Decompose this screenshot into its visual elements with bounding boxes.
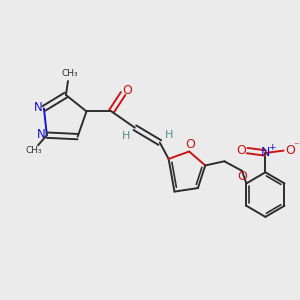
Text: N: N: [261, 146, 270, 159]
Text: O: O: [285, 143, 295, 157]
Text: CH₃: CH₃: [61, 69, 78, 78]
Text: ⁻: ⁻: [293, 141, 299, 151]
Text: H: H: [164, 130, 173, 140]
Text: O: O: [238, 170, 248, 183]
Text: N: N: [37, 128, 46, 141]
Text: H: H: [122, 131, 130, 141]
Text: O: O: [236, 143, 246, 157]
Text: CH₃: CH₃: [25, 146, 42, 155]
Text: O: O: [185, 138, 195, 152]
Text: O: O: [123, 84, 133, 97]
Text: N: N: [34, 101, 43, 114]
Text: +: +: [268, 142, 276, 152]
